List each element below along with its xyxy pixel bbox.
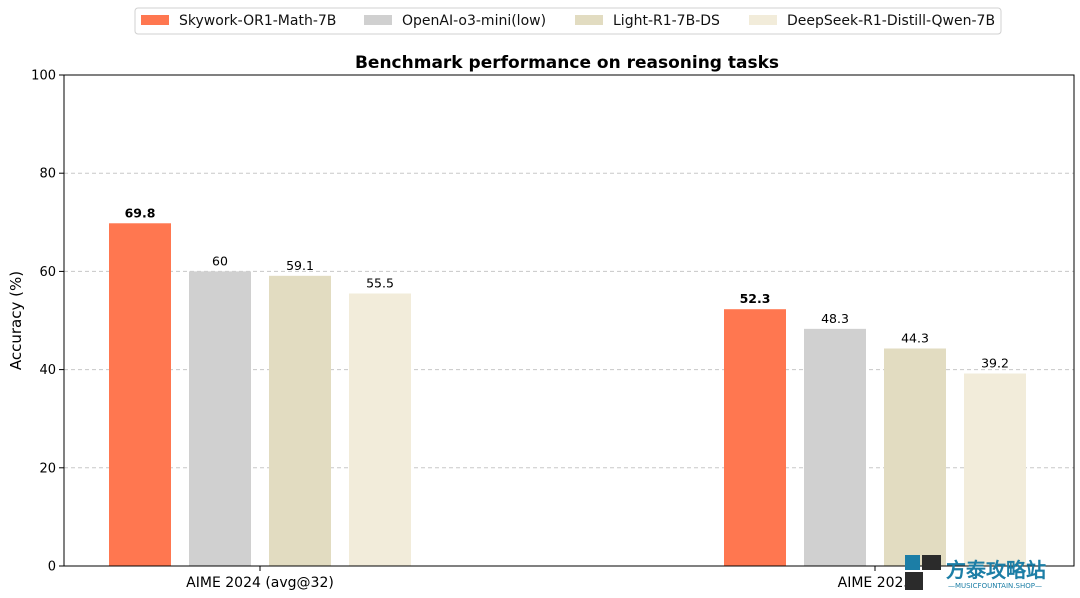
legend-swatch: [141, 15, 169, 25]
y-tick-label: 40: [39, 363, 56, 378]
legend-label: Skywork-OR1-Math-7B: [179, 13, 336, 29]
legend-label: OpenAI-o3-mini(low): [402, 13, 546, 29]
pixel-block-icon-part: [905, 572, 923, 590]
pixel-block-icon-part: [922, 555, 941, 570]
legend-swatch: [575, 15, 603, 25]
legend: Skywork-OR1-Math-7B OpenAI-o3-mini(low) Li…: [134, 7, 1002, 35]
legend-item: Light-R1-7B-DS: [575, 13, 720, 29]
x-axis-ticks: AIME 2024 (avg@32) AIME 2025: [186, 566, 912, 591]
legend-item: Skywork-OR1-Math-7B: [141, 13, 336, 29]
data-label: 48.3: [821, 311, 849, 326]
bar: [964, 373, 1026, 566]
y-tick-label: 0: [48, 560, 56, 575]
axes-frame: [63, 74, 1075, 567]
y-axis-ticks: 0 20 40 60 80 100: [31, 69, 64, 575]
legend-label: DeepSeek-R1-Distill-Qwen-7B: [787, 13, 995, 29]
bar: [269, 275, 331, 566]
x-tick-label: AIME 2024 (avg@32): [186, 575, 334, 591]
watermark: 方泰攻略站 —MUSICFOUNTAIN.SHOP—: [905, 555, 1046, 590]
x-tick-label: AIME 2025: [838, 575, 913, 591]
bar: [189, 271, 251, 566]
bar: [349, 293, 411, 566]
data-label: 52.3: [740, 291, 771, 306]
y-tick-label: 60: [39, 265, 56, 280]
watermark-subtext: —MUSICFOUNTAIN.SHOP—: [948, 582, 1042, 590]
bar: [724, 309, 786, 566]
bars: [109, 223, 1026, 567]
data-label: 69.8: [125, 205, 156, 220]
legend-item: OpenAI-o3-mini(low): [364, 13, 546, 29]
bar: [109, 223, 171, 567]
legend-item: DeepSeek-R1-Distill-Qwen-7B: [749, 13, 995, 29]
y-tick-label: 20: [39, 461, 56, 476]
bar: [884, 348, 946, 566]
legend-swatch: [749, 15, 777, 25]
data-label: 60: [212, 253, 228, 268]
legend-label: Light-R1-7B-DS: [613, 13, 720, 29]
data-label: 39.2: [981, 356, 1009, 371]
y-tick-label: 80: [39, 167, 56, 182]
pixel-block-icon: [905, 555, 920, 570]
data-label: 55.5: [366, 275, 394, 290]
legend-swatch: [364, 15, 392, 25]
data-label: 59.1: [286, 258, 314, 273]
y-tick-label: 100: [31, 69, 56, 84]
watermark-text: 方泰攻略站: [946, 558, 1046, 582]
legend-frame: [134, 7, 1002, 35]
data-labels: 69.8 60 59.1 55.5 52.3 48.3 44.3 39.2: [125, 205, 1009, 370]
data-label: 44.3: [901, 330, 929, 345]
chart-title: Benchmark performance on reasoning tasks: [355, 53, 779, 73]
y-axis-label: Accuracy (%): [7, 271, 25, 370]
bar: [804, 328, 866, 566]
